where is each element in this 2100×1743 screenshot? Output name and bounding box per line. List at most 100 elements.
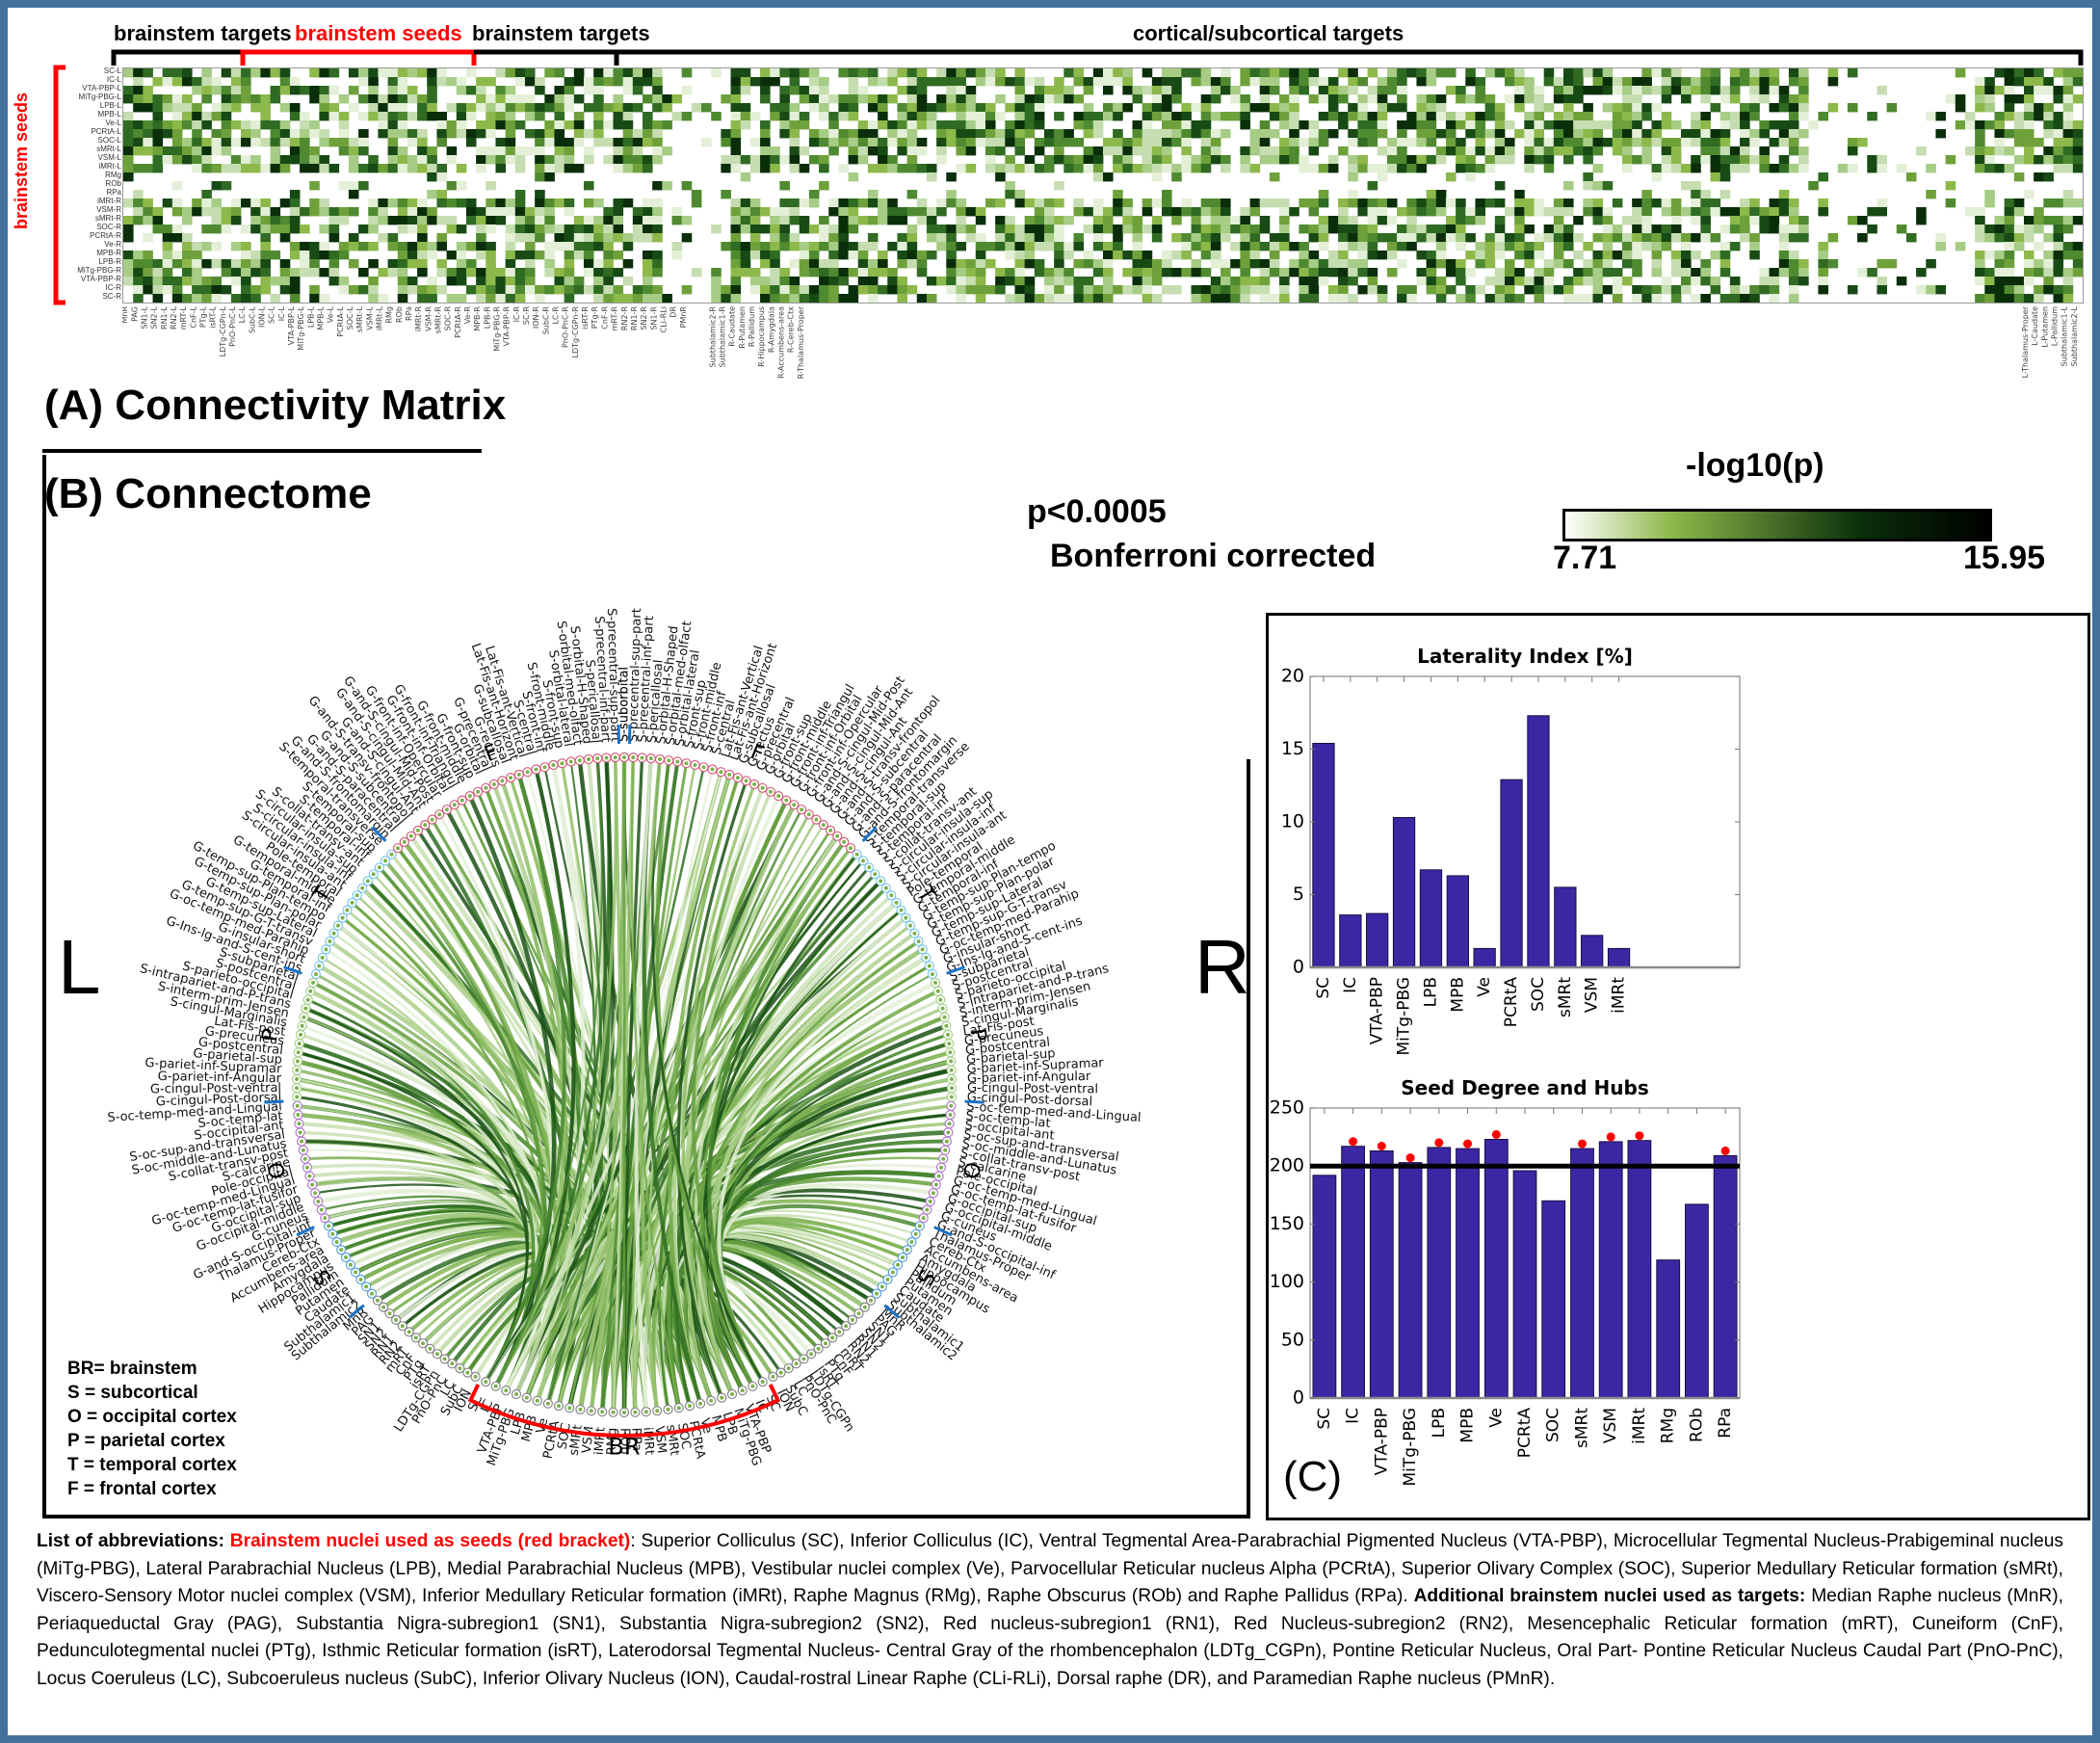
heatmap-cell	[427, 155, 437, 165]
heatmap-cell	[182, 68, 193, 78]
heatmap-cell	[838, 251, 849, 260]
connectome-node-core	[917, 1224, 922, 1228]
heatmap-cell	[2013, 112, 2025, 121]
heatmap-cell	[152, 224, 164, 234]
heatmap-cell	[956, 294, 967, 303]
heatmap-cell	[1279, 294, 1290, 303]
heatmap-cell	[1338, 216, 1349, 225]
heatmap-cell	[378, 129, 388, 139]
heatmap-cell	[613, 146, 624, 156]
heatmap-cell	[143, 164, 153, 173]
heatmap-cell	[1230, 86, 1241, 95]
connectome-node-core	[944, 1139, 949, 1144]
heatmap-cell	[1681, 207, 1692, 217]
heatmap-cell	[828, 138, 839, 147]
heatmap-cell	[495, 86, 507, 95]
heatmap-cell	[1132, 94, 1143, 104]
heatmap-cell	[338, 120, 350, 130]
heatmap-cell	[1543, 77, 1555, 87]
heatmap-cell	[554, 146, 565, 156]
heatmap-cell	[1691, 112, 1701, 121]
connectome-node-core	[500, 779, 505, 783]
heatmap-cell	[133, 77, 144, 87]
heatmap-cell	[1426, 68, 1437, 78]
heatmap-cell	[1573, 216, 1584, 225]
heatmap-cell	[819, 138, 829, 147]
heatmap-cell	[779, 94, 790, 104]
heatmap-cell	[857, 86, 869, 95]
heatmap-cell	[838, 216, 849, 225]
lobe-separator	[964, 1099, 984, 1104]
heatmap-cell	[260, 277, 271, 286]
heatmap-cell	[760, 164, 771, 173]
heatmap-cell	[1984, 268, 1995, 277]
heatmap-cell	[848, 68, 859, 78]
heatmap-cell	[241, 224, 251, 234]
heatmap-cell	[1259, 259, 1271, 269]
heatmap-cell	[573, 129, 585, 139]
heatmap-cell	[1308, 120, 1320, 130]
heatmap-cell	[1573, 251, 1584, 260]
connectome-node-core	[295, 1059, 300, 1064]
heatmap-cell	[1916, 268, 1927, 277]
heatmap-cell	[1975, 164, 1985, 173]
heatmap-cell	[182, 155, 193, 165]
heatmap-cell	[1151, 77, 1163, 87]
heatmap-cell	[211, 129, 223, 139]
heatmap-cell	[1592, 120, 1604, 130]
heatmap-cell	[1279, 146, 1290, 156]
heatmap-cell	[1142, 198, 1153, 208]
heatmap-cell	[799, 94, 810, 104]
heatmap-cell	[1171, 216, 1182, 225]
heatmap-cell	[1788, 285, 1799, 295]
connectome-node-core	[459, 798, 464, 803]
heatmap-cell	[192, 207, 202, 217]
heatmap-cell	[1249, 103, 1261, 113]
heatmap-cell	[201, 198, 212, 208]
heatmap-cell	[1435, 94, 1447, 104]
heatmap-cell	[524, 251, 536, 260]
heatmap-cell	[319, 224, 329, 234]
heatmap-cell	[975, 120, 986, 130]
heatmap-cell	[1043, 155, 1055, 165]
heatmap-cell	[760, 294, 771, 303]
heatmap-cell	[1210, 242, 1221, 251]
heatmap-cell	[514, 216, 526, 225]
heatmap-cell	[1289, 155, 1299, 165]
heatmap-cell	[564, 268, 575, 277]
legend-item: P = parietal cortex	[67, 1431, 225, 1451]
heatmap-cell	[1583, 242, 1593, 251]
heatmap-cell	[1984, 285, 1995, 295]
heatmap-cell	[975, 103, 986, 113]
heatmap-cell	[1612, 294, 1623, 303]
heatmap-cell	[1543, 259, 1555, 269]
heatmap-cell	[1632, 103, 1642, 113]
bar	[1483, 1139, 1509, 1399]
matrix-row-label: IC-R	[105, 283, 121, 292]
heatmap-cell	[936, 277, 947, 286]
heatmap-cell	[1191, 216, 1202, 225]
heatmap-cell	[2023, 216, 2034, 225]
heatmap-cell	[622, 233, 634, 243]
heatmap-cell	[1691, 138, 1701, 147]
heatmap-cell	[1494, 268, 1506, 277]
heatmap-cell	[956, 198, 967, 208]
heatmap-cell	[1171, 94, 1182, 104]
heatmap-cell	[387, 233, 399, 243]
heatmap-cell	[2043, 103, 2054, 113]
heatmap-cell	[192, 138, 202, 147]
heatmap-cell	[1034, 86, 1045, 95]
heatmap-cell	[270, 207, 281, 217]
heatmap-cell	[1632, 86, 1642, 95]
heatmap-cell	[1230, 112, 1241, 121]
heatmap-cell	[152, 112, 164, 121]
heatmap-cell	[427, 172, 437, 182]
heatmap-cell	[1514, 68, 1525, 78]
heatmap-cell	[2072, 138, 2083, 147]
heatmap-cell	[1494, 181, 1506, 191]
heatmap-cell	[681, 233, 693, 243]
legend-item: T = temporal cortex	[67, 1455, 237, 1475]
heatmap-cell	[1847, 68, 1858, 78]
heatmap-cell	[446, 103, 458, 113]
heatmap-cell	[2004, 285, 2015, 295]
